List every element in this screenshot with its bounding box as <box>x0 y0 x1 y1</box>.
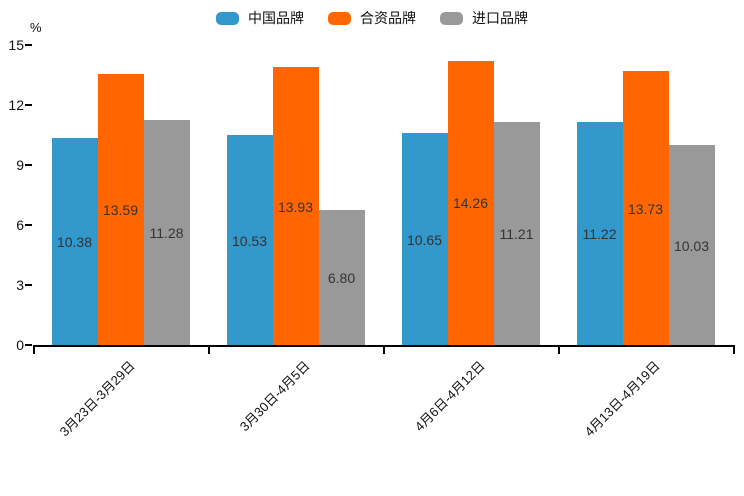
bar-group: 10.65 14.26 11.21 <box>383 46 558 346</box>
y-axis-tick-label: 3 <box>16 277 24 293</box>
bar: 10.38 <box>51 138 98 346</box>
bar-value-label: 13.93 <box>277 198 314 215</box>
y-axis-tick-label: 0 <box>16 337 24 353</box>
bar: 10.65 <box>401 133 448 346</box>
x-axis-category-label: 3月23日-3月29日 <box>56 358 138 440</box>
y-axis-tick-label: 6 <box>16 217 24 233</box>
bar: 11.21 <box>493 121 540 346</box>
y-axis-tick-label: 12 <box>8 97 24 113</box>
bar-group: 11.22 13.73 10.03 <box>558 46 733 346</box>
y-axis-tick-label: 9 <box>16 157 24 173</box>
y-axis-tick-mark <box>25 104 32 106</box>
legend-swatch-icon <box>440 11 463 25</box>
bar: 10.53 <box>226 135 273 346</box>
y-axis-tick-mark <box>25 224 32 226</box>
legend-item: 进口品牌 <box>440 8 528 28</box>
x-axis-category-label: 4月13日-4月19日 <box>581 358 663 440</box>
bar-group: 10.38 13.59 11.28 <box>33 46 208 346</box>
bar: 14.26 <box>447 60 494 346</box>
bar-value-label: 10.38 <box>56 234 93 251</box>
x-axis-tick-mark <box>558 347 560 354</box>
x-axis-tick-mark <box>33 347 35 354</box>
bar-group: 10.53 13.93 6.80 <box>208 46 383 346</box>
legend-label: 中国品牌 <box>248 10 304 26</box>
bar-value-label: 10.03 <box>673 237 710 254</box>
bar-value-label: 10.65 <box>406 231 443 248</box>
bar-value-label: 10.53 <box>231 232 268 249</box>
legend-swatch-icon <box>328 11 351 25</box>
x-axis-tick-mark <box>733 347 735 354</box>
bar-value-label: 11.22 <box>582 225 617 242</box>
bar-value-label: 11.21 <box>499 225 534 242</box>
plot-area: 10.38 13.59 11.28 10.53 13.93 6.80 10.65 14.26 1… <box>33 46 733 346</box>
legend-label: 合资品牌 <box>360 10 416 26</box>
bar: 6.80 <box>318 210 365 346</box>
y-axis-tick-label: 15 <box>8 37 24 53</box>
bar: 13.93 <box>272 67 319 346</box>
bar-value-label: 13.59 <box>102 202 139 219</box>
bar: 13.59 <box>97 74 144 346</box>
legend-item: 中国品牌 <box>216 8 304 28</box>
x-axis-tick-mark <box>383 347 385 354</box>
bar: 11.28 <box>143 120 190 346</box>
y-axis-tick-mark <box>25 344 32 346</box>
x-axis-line <box>33 345 735 347</box>
x-axis-category-label: 4月6日-4月12日 <box>411 358 488 435</box>
y-axis-tick-mark <box>25 44 32 46</box>
bar: 10.03 <box>668 145 715 346</box>
x-axis-category-label: 3月30日-4月5日 <box>236 358 313 435</box>
y-axis-tick-mark <box>25 284 32 286</box>
legend-label: 进口品牌 <box>472 10 528 26</box>
legend-item: 合资品牌 <box>328 8 416 28</box>
y-axis-unit-label: % <box>30 20 42 35</box>
y-axis-tick-mark <box>25 164 32 166</box>
legend: 中国品牌 合资品牌 进口品牌 <box>0 8 744 28</box>
bar-value-label: 13.73 <box>627 200 664 217</box>
bar-value-label: 14.26 <box>452 195 489 212</box>
legend-swatch-icon <box>216 11 239 25</box>
bar: 13.73 <box>622 71 669 346</box>
bar-value-label: 6.80 <box>327 270 356 286</box>
bar-value-label: 11.28 <box>149 225 184 242</box>
x-axis-tick-mark <box>208 347 210 354</box>
bar: 11.22 <box>576 121 623 346</box>
